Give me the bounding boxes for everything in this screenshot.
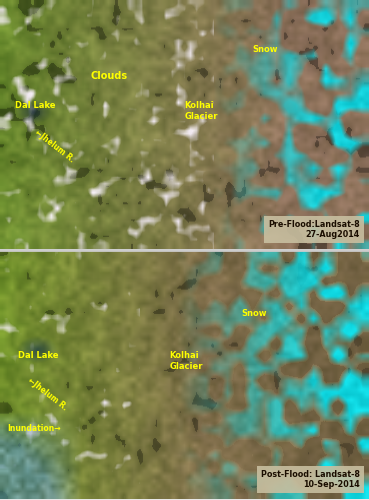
Text: Post-Flood: Landsat-8
10-Sep-2014: Post-Flood: Landsat-8 10-Sep-2014 bbox=[261, 470, 360, 489]
Text: Kolhai
Glacier: Kolhai Glacier bbox=[184, 101, 218, 120]
Text: Dal Lake: Dal Lake bbox=[15, 102, 55, 110]
Text: Inundation→: Inundation→ bbox=[7, 424, 61, 432]
Text: Snow: Snow bbox=[242, 309, 267, 318]
Text: Snow: Snow bbox=[253, 46, 278, 54]
Text: Dal Lake: Dal Lake bbox=[18, 352, 59, 360]
Text: Kolhai
Glacier: Kolhai Glacier bbox=[170, 351, 203, 370]
Text: Pre-Flood:Landsat-8
27-Aug2014: Pre-Flood:Landsat-8 27-Aug2014 bbox=[268, 220, 360, 239]
Text: ←Jhelum R.: ←Jhelum R. bbox=[33, 128, 76, 164]
Text: ←Jhelum R.: ←Jhelum R. bbox=[26, 376, 69, 412]
Text: Clouds: Clouds bbox=[90, 71, 128, 81]
